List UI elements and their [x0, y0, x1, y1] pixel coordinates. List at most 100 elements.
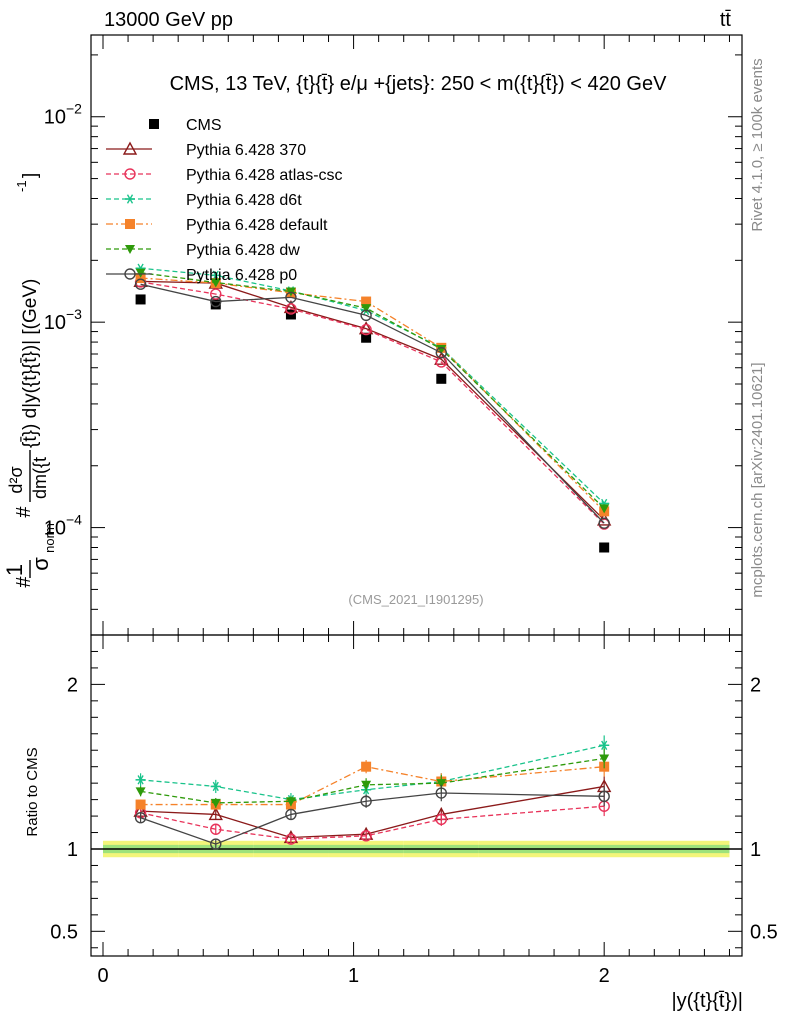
series-pythia-6-428-atlas-csc: [134, 276, 610, 845]
ratio-point: [135, 799, 146, 810]
legend: CMS Pythia 6.428 370 Pythia 6.428 atlas-cs…: [106, 117, 343, 284]
ratio-point: [436, 779, 447, 789]
data-point: [135, 294, 146, 305]
ratio-tick-label-right: 0.5: [750, 921, 778, 943]
ratio-y-label: Ratio to CMS: [24, 747, 41, 836]
y-tick-label-exponent: −2: [66, 101, 82, 117]
ratio-point: [210, 798, 221, 808]
ratio-point: [361, 761, 372, 772]
data-point: [135, 273, 146, 284]
data-point: [599, 542, 610, 553]
data-point: [435, 356, 447, 368]
data-point: [283, 299, 299, 314]
y-tick-label-mantissa: 10: [44, 312, 66, 334]
ratio-point: [435, 787, 447, 799]
legend-marker: [124, 168, 136, 180]
ratio-point: [599, 754, 610, 764]
data-point: [360, 323, 372, 336]
y-label-hash-2: #: [13, 506, 35, 518]
legend-marker: [124, 268, 136, 280]
ratio-tick-label-right: 1: [750, 839, 761, 861]
y-label-hash-1: #: [13, 576, 35, 588]
x-tick-label: 1: [348, 965, 359, 987]
legend-label: Pythia 6.428 default: [186, 217, 328, 234]
data-point: [210, 295, 222, 308]
data-point: [361, 332, 372, 343]
ratio-point: [135, 775, 146, 785]
series-pythia-6-428-default: [135, 273, 610, 810]
legend-entry: Pythia 6.428 dw: [106, 242, 300, 259]
data-point: [599, 504, 610, 514]
legend-label: CMS: [186, 117, 222, 134]
ratio-point: [435, 813, 447, 826]
y-axis-label: # 1 σ norm # d²σ dm({t {t̄}) d|y({t}{t̄}…: [2, 173, 57, 588]
analysis-watermark: (CMS_2021_I1901295): [348, 592, 483, 607]
y-label-close: ]: [20, 173, 41, 178]
ratio-tick-label-left: 2: [67, 674, 78, 696]
ratio-point: [598, 790, 610, 803]
series-line-main: [140, 267, 605, 504]
energy-label: 13000 GeV pp: [104, 9, 233, 31]
legend-label: Pythia 6.428 atlas-csc: [186, 167, 343, 184]
ratio-point: [134, 812, 147, 824]
ratio-point: [210, 781, 221, 792]
x-axis-label: |y({t}{t̄})|: [671, 990, 743, 1012]
series-line-ratio: [140, 757, 605, 804]
ratio-point: [285, 797, 296, 807]
data-point: [210, 299, 221, 310]
data-point: [361, 304, 372, 314]
legend-marker: [125, 194, 135, 204]
y-label-rest: {t̄}) d|y({t}{t̄})| [(GeV): [20, 279, 41, 448]
ratio-plot-frame: [90, 634, 743, 957]
y-label-dm: dm({t: [30, 457, 50, 499]
legend-entry: Pythia 6.428 370: [106, 141, 306, 159]
y-tick-label-mantissa: 10: [44, 107, 66, 129]
data-uncertainty-band: [91, 840, 742, 858]
ratio-tick-label-right: 2: [750, 674, 761, 696]
x-tick-label: 2: [599, 965, 610, 987]
process-label: tt̄: [720, 9, 732, 31]
series-layer: [133, 263, 612, 850]
plot-title: CMS, 13 TeV, {t}{t̄} e/μ +{jets}: 250 < …: [170, 73, 668, 95]
series-line-ratio: [140, 766, 605, 806]
data-point: [360, 309, 372, 322]
legend-label: Pythia 6.428 p0: [186, 267, 297, 284]
data-point: [436, 345, 447, 355]
ratio-point: [285, 808, 297, 821]
legend-marker: [149, 119, 159, 129]
ratio-plot-axes: 0 1 2 0.5 0.5 1 1 2 2: [50, 634, 778, 987]
y-label-norm: norm: [42, 523, 57, 553]
series-line-ratio: [140, 792, 605, 845]
legend-label: Pythia 6.428 d6t: [186, 192, 302, 209]
y-tick-label-exponent: −3: [66, 306, 82, 322]
data-point: [361, 296, 372, 307]
ratio-point: [360, 830, 372, 842]
ratio-point: [210, 838, 222, 850]
series-pythia-6-428-p0: [134, 278, 610, 850]
legend-marker: [122, 141, 138, 155]
data-point: [210, 288, 222, 300]
legend-label: Pythia 6.428 370: [186, 142, 306, 159]
series-line-main: [140, 277, 605, 512]
series-line-main: [140, 283, 605, 524]
data-point: [285, 303, 297, 315]
legend-label: Pythia 6.428 dw: [186, 242, 300, 259]
ratio-point: [208, 806, 223, 821]
ratio-point: [361, 780, 372, 790]
legend-entry: Pythia 6.428 p0: [106, 267, 297, 284]
y-tick-label-exponent: −4: [66, 512, 82, 528]
legend-entry: Pythia 6.428 default: [106, 217, 328, 234]
series-pythia-6-428-d6t: [135, 263, 610, 807]
legend-marker: [125, 245, 135, 254]
data-point: [135, 268, 146, 278]
ratio-point: [599, 740, 610, 750]
x-tick-label: 0: [97, 965, 108, 987]
y-label-sigma: σ: [28, 557, 53, 571]
data-point: [435, 347, 447, 359]
y-label-exp: -1: [14, 180, 29, 192]
data-point: [285, 291, 297, 304]
rivet-label: Rivet 4.1.0, ≥ 100k events: [749, 58, 766, 231]
ratio-point: [285, 833, 297, 845]
data-point: [436, 373, 447, 384]
